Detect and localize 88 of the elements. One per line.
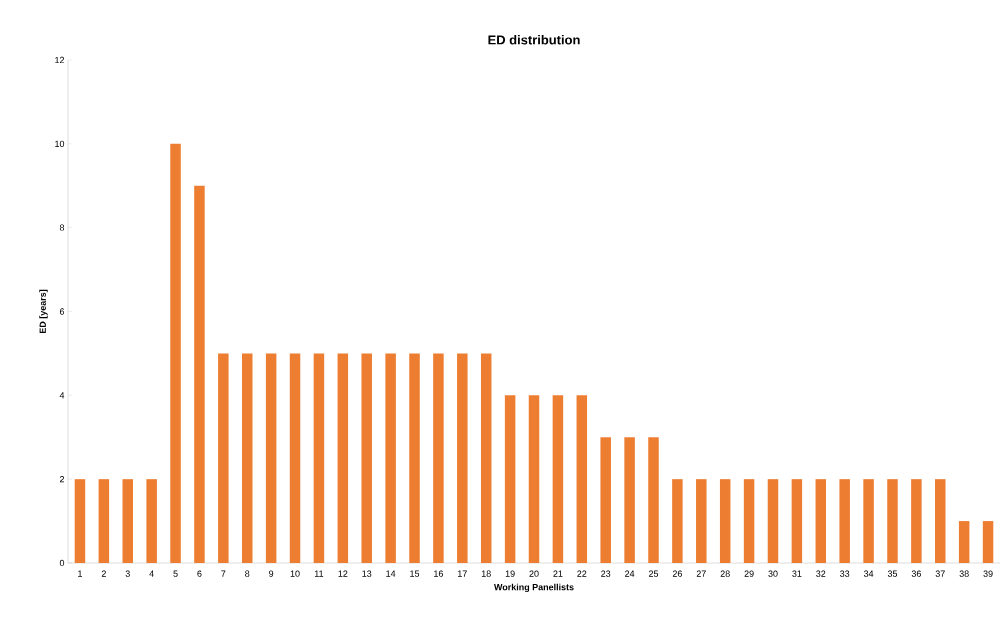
bar: [624, 437, 635, 563]
y-tick-label: 0: [59, 559, 65, 567]
bar: [480, 353, 492, 563]
x-axis-title: Working Panellists: [493, 583, 574, 593]
bar: [743, 479, 755, 563]
bar: [146, 479, 157, 563]
x-tick-label: 27: [696, 570, 706, 577]
bar: [361, 353, 372, 563]
bar: [791, 479, 803, 563]
bar: [911, 479, 922, 563]
bar: [696, 479, 707, 563]
x-tick-label: 37: [935, 570, 945, 577]
x-tick-label: 15: [410, 570, 420, 577]
x-tick-label: 19: [505, 570, 515, 577]
bar: [600, 437, 611, 563]
bar: [74, 479, 86, 563]
bar: [863, 479, 874, 563]
x-tick-label: 11: [314, 570, 324, 577]
chart-title: ED distribution: [488, 34, 580, 45]
y-tick-label: 4: [59, 392, 65, 399]
x-tick-label: 12: [338, 570, 348, 577]
bar: [504, 395, 516, 563]
bar: [672, 479, 683, 563]
bar: [815, 479, 827, 563]
x-tick-label: 13: [362, 570, 372, 577]
x-tick-label: 31: [792, 570, 802, 577]
bar: [982, 521, 994, 563]
x-tick-label: 30: [768, 570, 778, 577]
x-tick-label: 23: [601, 570, 611, 577]
bar: [528, 395, 540, 563]
bar: [289, 353, 301, 563]
bar: [767, 479, 779, 563]
x-tick-label: 8: [245, 570, 250, 577]
y-tick-label: 12: [55, 56, 65, 64]
bar: [719, 479, 731, 563]
bar: [409, 353, 420, 563]
bar: [170, 143, 181, 563]
x-tick-label: 7: [221, 570, 226, 577]
x-tick-label: 29: [744, 570, 754, 577]
x-tick-label: 38: [959, 570, 969, 577]
x-tick-label: 35: [887, 570, 898, 577]
x-tick-label: 6: [197, 570, 202, 577]
bar: [241, 353, 253, 563]
x-tick-label: 18: [481, 570, 491, 577]
bar: [385, 353, 396, 563]
bar: [337, 353, 349, 563]
bar: [433, 353, 444, 563]
x-tick-label: 1: [78, 570, 82, 577]
y-tick-label: 6: [59, 308, 65, 315]
bar: [935, 479, 946, 563]
y-tick-label: 2: [59, 476, 65, 483]
x-tick-label: 21: [553, 570, 563, 577]
x-tick-label: 9: [269, 570, 274, 577]
bar: [265, 353, 277, 563]
x-tick-label: 26: [672, 570, 682, 577]
bar: [839, 479, 850, 563]
x-tick-label: 25: [648, 570, 659, 577]
x-tick-label: 2: [101, 570, 106, 577]
x-tick-label: 32: [816, 570, 826, 577]
x-tick-label: 22: [577, 570, 587, 577]
x-tick-label: 17: [458, 570, 467, 577]
x-tick-label: 24: [625, 570, 635, 577]
bar: [552, 395, 564, 563]
x-tick-label: 4: [149, 570, 154, 577]
x-tick-label: 5: [173, 570, 178, 577]
bar: [576, 395, 588, 563]
bar: [98, 479, 110, 563]
x-tick-label: 10: [290, 570, 300, 577]
bar: [648, 437, 659, 563]
x-tick-label: 3: [125, 570, 130, 577]
bar: [313, 353, 325, 563]
x-tick-label: 39: [983, 570, 993, 577]
y-tick-label: 8: [59, 224, 65, 231]
x-tick-label: 36: [911, 570, 921, 577]
bar: [122, 479, 133, 563]
x-tick-label: 20: [529, 570, 539, 577]
bar: [958, 521, 970, 563]
bar: [887, 479, 898, 563]
y-tick-label: 10: [55, 140, 65, 148]
x-tick-label: 16: [434, 570, 444, 577]
y-axis-title: ED [years]: [39, 289, 48, 334]
x-tick-label: 28: [720, 570, 730, 577]
bar: [194, 185, 205, 563]
bar: [457, 353, 468, 563]
x-tick-label: 34: [863, 570, 874, 577]
x-tick-label: 14: [386, 570, 396, 577]
bar: [218, 353, 229, 563]
x-tick-label: 33: [840, 570, 850, 577]
